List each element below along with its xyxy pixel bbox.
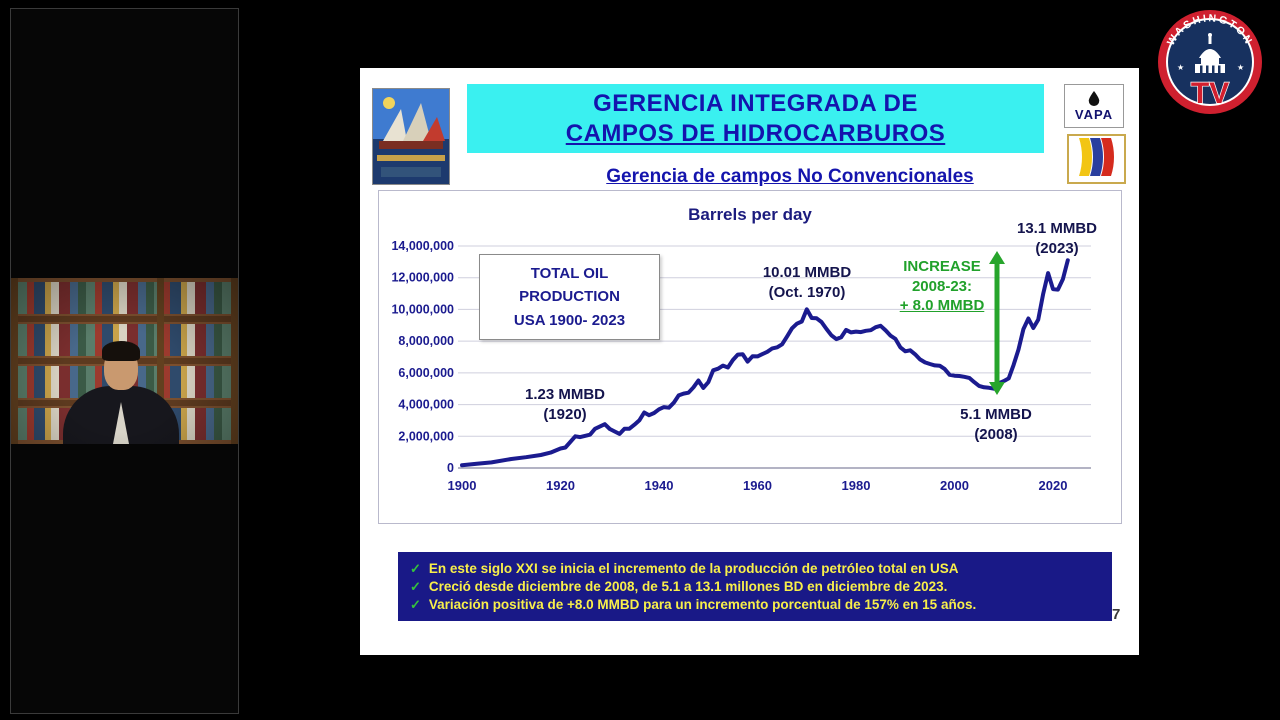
- slide-subtitle: Gerencia de campos No Convencionales: [606, 166, 974, 187]
- bookshelf-row: [18, 282, 231, 314]
- y-tick-label: 4,000,000: [398, 398, 454, 412]
- slide-title-line2: CAMPOS DE HIDROCARBUROS: [565, 119, 946, 147]
- tv-station-badge-icon: WASHINGTON ★ ★ TV: [1158, 10, 1262, 114]
- anno-line: 13.1 MMBD: [1016, 220, 1098, 237]
- y-tick-label: 14,000,000: [391, 239, 454, 253]
- presenter-hair: [102, 341, 140, 361]
- x-tick-label: 1900: [448, 478, 477, 493]
- star-icon: ★: [1177, 63, 1184, 72]
- bullet-row: ✓ En este siglo XXI se inicia el incremen…: [410, 561, 1100, 577]
- anno-line: (2023): [1035, 239, 1079, 257]
- vapa-label: VAPA: [1074, 106, 1114, 122]
- chart-annotation-2023: 13.1 MMBD (2023): [987, 219, 1127, 258]
- bookshelf-frame: [157, 278, 164, 444]
- vapa-logo: VAPA: [1064, 84, 1124, 128]
- chart-title: Barrels per day: [688, 205, 812, 224]
- chart-annotation-1920: 1.23 MMBD (1920): [495, 385, 635, 424]
- y-tick-label: 2,000,000: [398, 429, 454, 443]
- x-tick-label: 1980: [842, 478, 871, 493]
- y-tick-label: 12,000,000: [391, 271, 454, 285]
- chart-annotation-total-oil: TOTAL OIL PRODUCTION USA 1900- 2023: [479, 254, 660, 340]
- page-number: 7: [1112, 606, 1121, 623]
- y-tick-label: 8,000,000: [398, 334, 454, 348]
- anno-line: TOTAL OIL: [530, 265, 609, 283]
- anno-line: (2008): [974, 425, 1018, 443]
- production-line: [460, 258, 1070, 468]
- anno-line: 1.23 MMBD: [524, 386, 606, 403]
- increase-arrowhead: [989, 382, 1005, 395]
- x-tick-label: 1940: [645, 478, 674, 493]
- anno-line: INCREASE: [903, 258, 981, 275]
- bullet-row: ✓ Variación positiva de +8.0 MMBD para un…: [410, 597, 1100, 613]
- y-tick-label: 6,000,000: [398, 366, 454, 380]
- increase-arrowhead: [989, 251, 1005, 264]
- tv-text: TV: [1191, 77, 1229, 110]
- bullet-text: En este siglo XXI se inicia el increment…: [428, 560, 959, 576]
- bookshelf-frame: [11, 278, 18, 444]
- bullet-text: Variación positiva de +8.0 MMBD para un …: [428, 596, 977, 612]
- bullet-text: Creció desde diciembre de 2008, de 5.1 a…: [428, 578, 948, 594]
- oil-drop-icon: [1088, 90, 1100, 106]
- x-tick-label: 2020: [1039, 478, 1068, 493]
- presentation-slide: GERENCIA INTEGRADA DE CAMPOS DE HIDROCAR…: [360, 68, 1139, 655]
- summary-box: ✓ En este siglo XXI se inicia el incremen…: [398, 552, 1112, 621]
- chart-annotation-2008: 5.1 MMBD (2008): [926, 405, 1066, 444]
- presenter-webcam: [11, 278, 238, 444]
- check-icon: ✓: [410, 560, 421, 576]
- anno-line: USA 1900- 2023: [513, 311, 626, 329]
- webcam-vignette: [11, 278, 238, 444]
- bullet-row: ✓ Creció desde diciembre de 2008, de 5.1 …: [410, 579, 1100, 595]
- anno-line: 2008-23:: [911, 277, 973, 295]
- association-flag-logo: [1067, 134, 1126, 184]
- anno-line: (Oct. 1970): [768, 283, 846, 301]
- x-tick-label: 1920: [546, 478, 575, 493]
- chart-panel: 0 2,000,000 4,000,000 6,000,000 8,000,000 10,…: [378, 190, 1122, 524]
- check-icon: ✓: [410, 578, 421, 594]
- bookshelf-frame: [231, 278, 238, 444]
- anno-line: + 8.0 MMBD: [899, 297, 985, 314]
- capitol-icon: [1195, 33, 1225, 73]
- slide-title: GERENCIA INTEGRADA DE CAMPOS DE HIDROCAR…: [467, 84, 1044, 153]
- star-icon: ★: [1237, 63, 1244, 72]
- presenter-head: [102, 341, 140, 390]
- check-icon: ✓: [410, 596, 421, 612]
- y-tick-label: 10,000,000: [391, 302, 454, 316]
- anno-line: 10.01 MMBD: [762, 264, 852, 281]
- presenter: [63, 341, 179, 444]
- chart-annotation-increase: INCREASE 2008-23: + 8.0 MMBD: [872, 257, 1012, 316]
- x-tick-label: 2000: [940, 478, 969, 493]
- bookshelf-shelf: [11, 316, 238, 322]
- artwork-image: [373, 89, 449, 184]
- washington-tv-logo: WASHINGTON ★ ★ TV: [1156, 8, 1264, 116]
- slide-artwork-thumbnail: [372, 88, 450, 185]
- video-sidebar: [10, 8, 239, 714]
- flag-icon: [1069, 136, 1120, 178]
- anno-line: PRODUCTION: [519, 288, 620, 306]
- slide-title-line1: GERENCIA INTEGRADA DE: [593, 89, 918, 117]
- anno-line: 5.1 MMBD: [960, 406, 1032, 423]
- y-tick-label: 0: [447, 461, 454, 475]
- anno-line: (1920): [543, 405, 587, 423]
- chart-annotation-peak-1970: 10.01 MMBD (Oct. 1970): [737, 263, 877, 302]
- x-tick-label: 1960: [743, 478, 772, 493]
